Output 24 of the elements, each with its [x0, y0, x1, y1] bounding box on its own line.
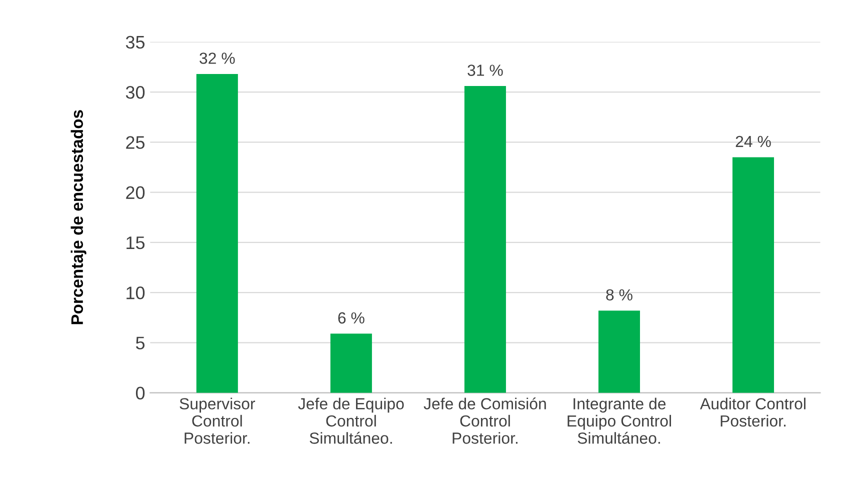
x-tick-label: Integrante de Equipo Control Simultáneo. [568, 398, 671, 444]
data-label: 6 % [338, 312, 364, 324]
bar [732, 157, 774, 393]
x-tick-label: Supervisor Control Posterior. [180, 398, 256, 444]
data-label: 32 % [200, 52, 235, 64]
y-tick-label: 10 [126, 286, 145, 300]
y-tick-label: 30 [126, 86, 145, 99]
bar [464, 86, 506, 393]
data-label: 31 % [468, 64, 503, 76]
data-label: 24 % [736, 136, 771, 148]
x-tick-label: Jefe de Equipo Control Simultáneo. [298, 398, 404, 444]
y-tick-label: 35 [126, 36, 145, 49]
x-tick-label: Auditor Control Posterior. [700, 398, 806, 427]
y-tick-label: 5 [136, 336, 145, 350]
bar [196, 74, 238, 393]
bar [598, 310, 640, 393]
x-tick-label: Jefe de Comisión Control Posterior. [424, 398, 546, 444]
data-label: 8 % [606, 289, 632, 301]
y-tick-label: 15 [126, 236, 145, 250]
y-tick-label: 20 [126, 186, 145, 200]
bar [330, 334, 372, 393]
y-tick-label: 0 [136, 386, 145, 400]
y-tick-label: 25 [126, 136, 145, 149]
y-axis-title: Porcentaje de encuestados [70, 110, 86, 324]
